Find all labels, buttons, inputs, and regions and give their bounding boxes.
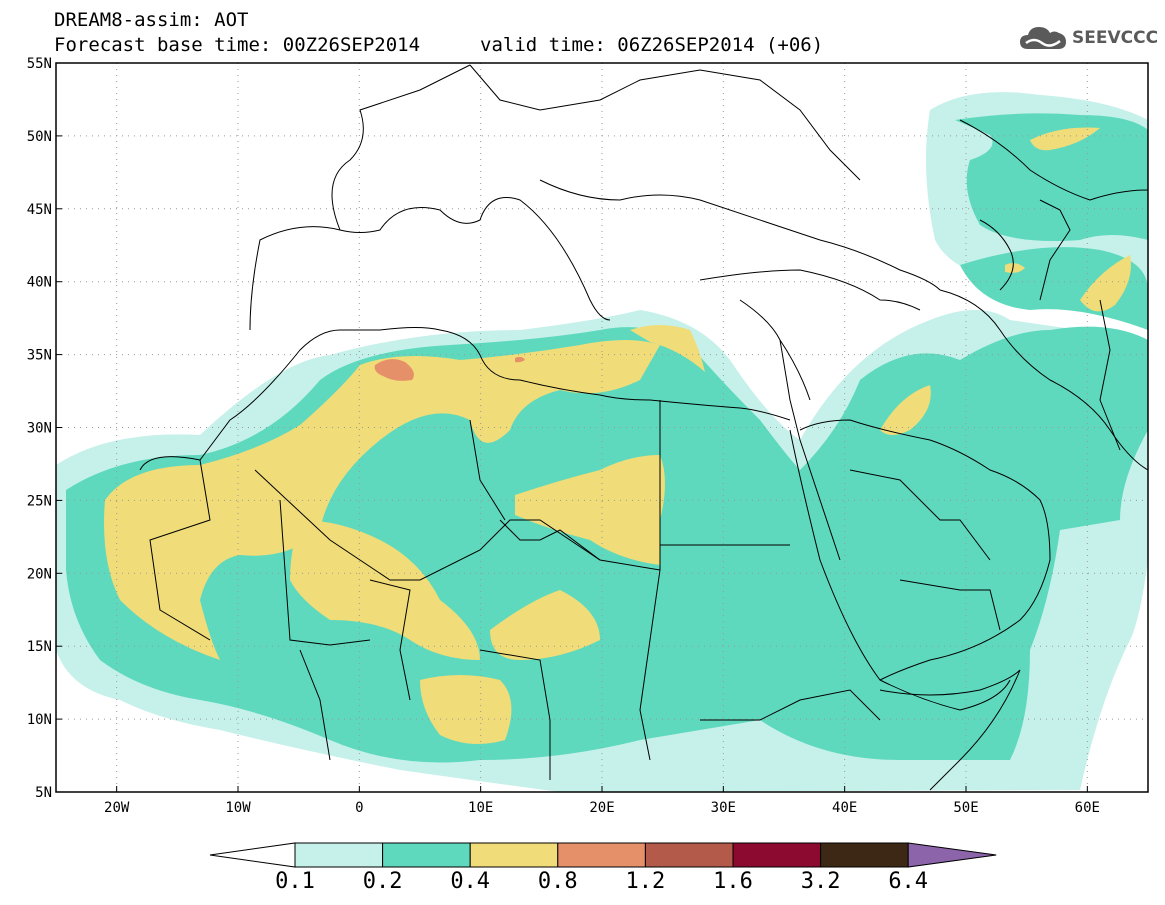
colorbar-label: 3.2 — [800, 869, 841, 894]
colorbar — [209, 842, 997, 868]
colorbar-under-triangle — [209, 842, 296, 868]
colorbar-label: 6.4 — [888, 869, 929, 894]
colorbar-label: 0.1 — [275, 869, 315, 894]
colorbar-label: 0.8 — [537, 869, 578, 894]
lon-tick-label: 60E — [1075, 800, 1100, 816]
lon-tick-label: 30E — [711, 800, 736, 816]
lat-tick-label: 35N — [27, 348, 52, 364]
lon-tick-label: 0 — [355, 800, 363, 816]
colorbar-label: 1.2 — [625, 869, 666, 894]
colorbar-label: 1.6 — [713, 869, 753, 894]
lat-tick-label: 30N — [27, 421, 52, 437]
map-title: DREAM8-assim: AOT — [54, 9, 249, 31]
lat-tick-label: 45N — [27, 202, 52, 218]
colorbar-segment — [294, 842, 384, 868]
colorbar-segment — [732, 842, 822, 868]
lon-tick-label: 20W — [104, 800, 130, 816]
lon-tick-label: 50E — [953, 800, 978, 816]
valid-time: valid time: 06Z26SEP2014 (+06) — [480, 34, 824, 56]
lon-tick-label: 40E — [832, 800, 857, 816]
aot-field — [56, 92, 1148, 792]
lat-tick-label: 15N — [27, 639, 52, 655]
colorbar-label: 0.2 — [362, 869, 403, 894]
lon-tick-label: 10E — [468, 800, 493, 816]
colorbar-over-triangle — [907, 842, 997, 868]
forecast-base-time: Forecast base time: 00Z26SEP2014 — [54, 34, 421, 56]
aot-level-0-4 — [104, 127, 1131, 744]
lat-tick-label: 55N — [27, 56, 52, 72]
lat-tick-label: 40N — [27, 275, 52, 291]
country-borders — [139, 64, 1148, 791]
lat-tick-label: 10N — [27, 712, 52, 728]
cloud-icon — [1020, 27, 1066, 49]
colorbar-segment — [820, 842, 909, 868]
seevccc-logo: SEEVCCC — [1018, 22, 1158, 54]
lat-tick-label: 20N — [27, 566, 52, 582]
colorbar-segment — [644, 842, 734, 868]
lat-tick-label: 25N — [27, 493, 52, 509]
lon-tick-label: 10W — [225, 800, 251, 816]
logo-text: SEEVCCC — [1072, 28, 1159, 48]
colorbar-label: 0.4 — [450, 869, 491, 894]
lon-tick-label: 20E — [589, 800, 614, 816]
aot-level-0-8 — [374, 356, 525, 381]
lat-tick-label: 50N — [27, 129, 52, 145]
longitude-axis: 20W 10W 0 10E 20E 30E 40E 50E 60E — [104, 786, 1100, 816]
colorbar-segment — [469, 842, 559, 868]
latitude-axis: 55N 50N 45N 40N 35N 30N 25N 20N 15N 10N 5N — [27, 56, 62, 801]
colorbar-segment — [382, 842, 471, 868]
colorbar-segment — [557, 842, 646, 868]
lat-tick-label: 5N — [35, 785, 52, 801]
